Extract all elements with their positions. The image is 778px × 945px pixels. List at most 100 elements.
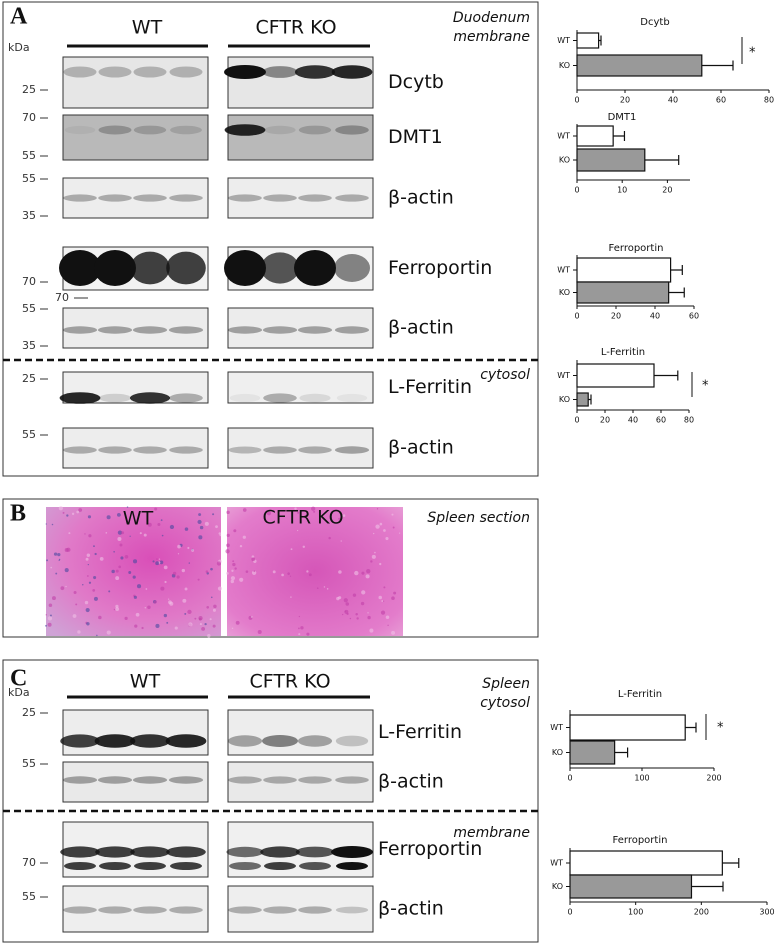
marker-label: 70 bbox=[22, 856, 36, 869]
texture-dot bbox=[49, 614, 52, 617]
texture-dot bbox=[163, 565, 168, 570]
texture-dot bbox=[117, 530, 123, 535]
texture-dot bbox=[215, 525, 218, 529]
bar bbox=[576, 257, 672, 283]
x-tick-label: 0 bbox=[574, 186, 579, 195]
marker-label: 55 bbox=[22, 428, 36, 441]
texture-dot bbox=[232, 562, 236, 567]
band bbox=[168, 776, 204, 784]
band bbox=[94, 250, 136, 286]
band bbox=[224, 250, 266, 286]
texture-dot bbox=[158, 558, 161, 560]
texture-dot bbox=[230, 576, 236, 581]
band bbox=[59, 392, 101, 404]
texture-dot bbox=[251, 555, 255, 559]
texture-dot bbox=[147, 605, 151, 610]
texture-dot bbox=[393, 591, 397, 595]
chart-title: Ferroportin bbox=[613, 835, 668, 846]
band bbox=[133, 194, 167, 202]
significance-mark: * bbox=[702, 379, 709, 394]
texture-dot bbox=[136, 584, 142, 589]
texture-dot bbox=[287, 572, 290, 575]
band bbox=[99, 393, 131, 403]
texture-dot bbox=[300, 626, 304, 630]
bar bbox=[569, 740, 616, 765]
x-tick-label: 200 bbox=[706, 774, 721, 783]
section-label: membrane bbox=[453, 825, 530, 841]
significance-mark: * bbox=[717, 721, 724, 736]
texture-dot bbox=[342, 514, 346, 517]
x-tick-label: 60 bbox=[656, 416, 666, 425]
texture-dot bbox=[47, 622, 52, 627]
texture-dot bbox=[371, 554, 376, 559]
kda-label: kDa bbox=[8, 686, 30, 699]
panel-label: C bbox=[10, 666, 27, 692]
texture-dot bbox=[216, 561, 222, 566]
texture-dot bbox=[385, 615, 390, 620]
band bbox=[94, 734, 136, 748]
texture-dot bbox=[302, 545, 306, 549]
band bbox=[298, 194, 332, 202]
texture-dot bbox=[338, 517, 341, 520]
texture-dot bbox=[96, 634, 98, 637]
texture-dot bbox=[365, 574, 370, 579]
protein-label: Ferroportin bbox=[388, 257, 492, 279]
protein-label: β-actin bbox=[378, 898, 444, 920]
band bbox=[134, 862, 166, 870]
blot bbox=[227, 114, 374, 161]
texture-dot bbox=[72, 614, 77, 618]
band bbox=[228, 446, 262, 454]
texture-dot bbox=[212, 624, 216, 628]
texture-dot bbox=[169, 524, 175, 530]
texture-dot bbox=[94, 552, 97, 556]
tissue-texture bbox=[45, 506, 401, 638]
texture-dot bbox=[242, 535, 246, 539]
band bbox=[228, 906, 262, 914]
texture-dot bbox=[52, 596, 56, 601]
band bbox=[165, 734, 207, 748]
x-tick-label: 0 bbox=[574, 96, 579, 105]
band bbox=[133, 446, 167, 454]
texture-dot bbox=[159, 560, 164, 565]
band bbox=[224, 124, 266, 136]
band bbox=[227, 326, 263, 334]
texture-dot bbox=[352, 593, 357, 597]
texture-dot bbox=[210, 567, 213, 571]
band bbox=[334, 254, 370, 282]
blot bbox=[62, 114, 209, 161]
x-tick-label: 60 bbox=[689, 312, 699, 321]
texture-dot bbox=[239, 577, 244, 582]
marker-label: 35 bbox=[22, 209, 36, 222]
texture-dot bbox=[50, 566, 53, 569]
texture-dot bbox=[289, 575, 292, 577]
x-tick-label: 20 bbox=[662, 186, 672, 195]
error-bar bbox=[685, 722, 697, 733]
category-label: WT bbox=[557, 132, 570, 141]
band bbox=[263, 393, 297, 403]
band bbox=[264, 125, 296, 135]
texture-dot bbox=[143, 533, 147, 537]
texture-dot bbox=[385, 536, 389, 541]
texture-dot bbox=[86, 575, 89, 577]
band bbox=[64, 125, 96, 135]
error-bar bbox=[613, 131, 626, 141]
band bbox=[98, 194, 132, 202]
panel-label: A bbox=[10, 4, 28, 30]
texture-dot bbox=[375, 524, 380, 529]
texture-dot bbox=[68, 532, 71, 535]
texture-dot bbox=[117, 537, 122, 542]
marker-label: 55 bbox=[22, 757, 36, 770]
texture-dot bbox=[188, 622, 193, 627]
band bbox=[229, 393, 261, 403]
band bbox=[335, 194, 369, 202]
texture-dot bbox=[93, 575, 97, 580]
texture-dot bbox=[87, 515, 92, 519]
texture-dot bbox=[87, 563, 90, 566]
texture-dot bbox=[272, 570, 276, 574]
texture-dot bbox=[75, 603, 78, 606]
texture-dot bbox=[233, 529, 237, 533]
band bbox=[260, 846, 300, 858]
texture-dot bbox=[66, 514, 69, 517]
band bbox=[295, 846, 335, 858]
